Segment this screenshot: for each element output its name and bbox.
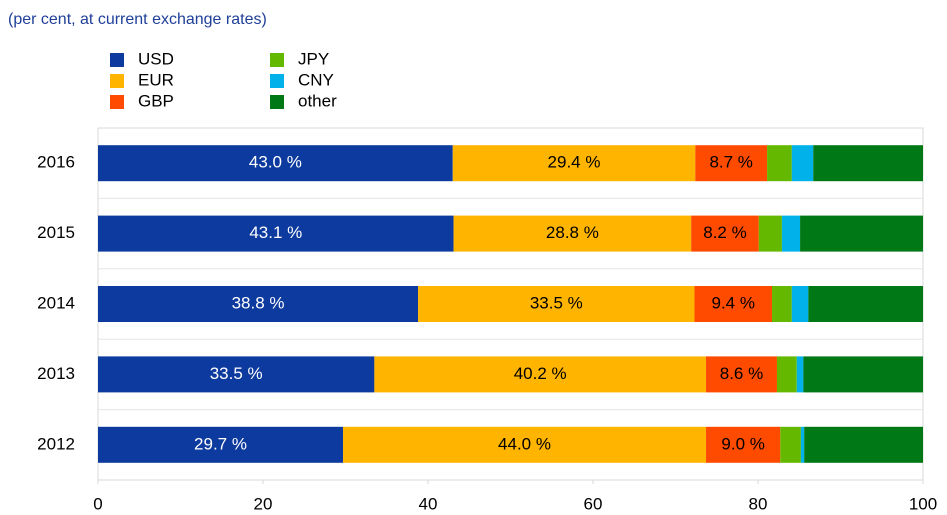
bar-segment <box>781 215 801 252</box>
x-tick-label: 60 <box>584 494 603 513</box>
bar-segment <box>98 426 344 463</box>
bar-segment <box>98 286 419 322</box>
bar-segment <box>691 215 759 252</box>
data-label: 44.0 % <box>498 434 551 453</box>
data-label: 9.4 % <box>712 293 755 312</box>
y-tick-label: 2014 <box>37 293 75 312</box>
legend-swatch <box>110 95 124 109</box>
data-label: 40.2 % <box>514 364 567 383</box>
bar-segment <box>98 356 375 393</box>
legend-label: JPY <box>298 49 329 68</box>
bar-segment <box>758 215 782 252</box>
y-tick-label: 2015 <box>37 223 75 242</box>
y-tick-label: 2013 <box>37 364 75 383</box>
y-tick-label: 2012 <box>37 434 75 453</box>
data-label: 8.7 % <box>709 153 752 172</box>
bar-segment <box>804 426 923 463</box>
legend-swatch <box>270 53 284 67</box>
data-label: 9.0 % <box>721 434 764 453</box>
legend-label: CNY <box>298 70 334 89</box>
data-label: 8.2 % <box>703 223 746 242</box>
bar-segment <box>695 145 768 182</box>
data-label: 38.8 % <box>232 293 285 312</box>
data-label: 8.6 % <box>720 364 763 383</box>
bar-segment <box>374 356 707 393</box>
bar-segment <box>694 286 773 322</box>
bar-segment <box>796 356 804 393</box>
y-tick-label: 2016 <box>37 153 75 172</box>
bar-segment <box>791 145 814 182</box>
legend-label: other <box>298 91 337 110</box>
chart-subtitle: (per cent, at current exchange rates) <box>8 11 267 28</box>
x-tick-label: 100 <box>909 494 937 513</box>
bar-segment <box>808 286 923 322</box>
x-tick-label: 20 <box>254 494 273 513</box>
x-tick-label: 40 <box>419 494 438 513</box>
bar-segment <box>98 215 454 252</box>
bar-segment <box>803 356 923 393</box>
legend-label: EUR <box>138 70 174 89</box>
bar-segment <box>767 145 792 182</box>
bar-segment <box>772 286 792 322</box>
x-tick-label: 80 <box>749 494 768 513</box>
legend-label: USD <box>138 49 174 68</box>
bar-segment <box>452 145 696 182</box>
bar-segment <box>813 145 923 182</box>
bar-segment <box>343 426 707 463</box>
bar-segment <box>791 286 809 322</box>
data-label: 33.5 % <box>530 293 583 312</box>
legend-swatch <box>110 74 124 88</box>
bar-segment <box>418 286 695 322</box>
data-label: 33.5 % <box>210 364 263 383</box>
data-label: 29.7 % <box>194 434 247 453</box>
data-label: 43.1 % <box>249 223 302 242</box>
data-label: 43.0 % <box>249 153 302 172</box>
x-tick-label: 0 <box>93 494 102 513</box>
bar-segment <box>453 215 692 252</box>
legend-swatch <box>270 95 284 109</box>
bar-segment <box>780 426 801 463</box>
data-label: 29.4 % <box>548 153 601 172</box>
legend-swatch <box>270 74 284 88</box>
bar-segment <box>800 215 923 252</box>
data-label: 28.8 % <box>546 223 599 242</box>
legend-label: GBP <box>138 91 174 110</box>
bar-segment <box>706 426 781 463</box>
bar-segment <box>98 145 453 182</box>
bar-segment <box>800 426 805 463</box>
legend-swatch <box>110 53 124 67</box>
bar-segment <box>776 356 797 393</box>
bar-segment <box>706 356 777 393</box>
